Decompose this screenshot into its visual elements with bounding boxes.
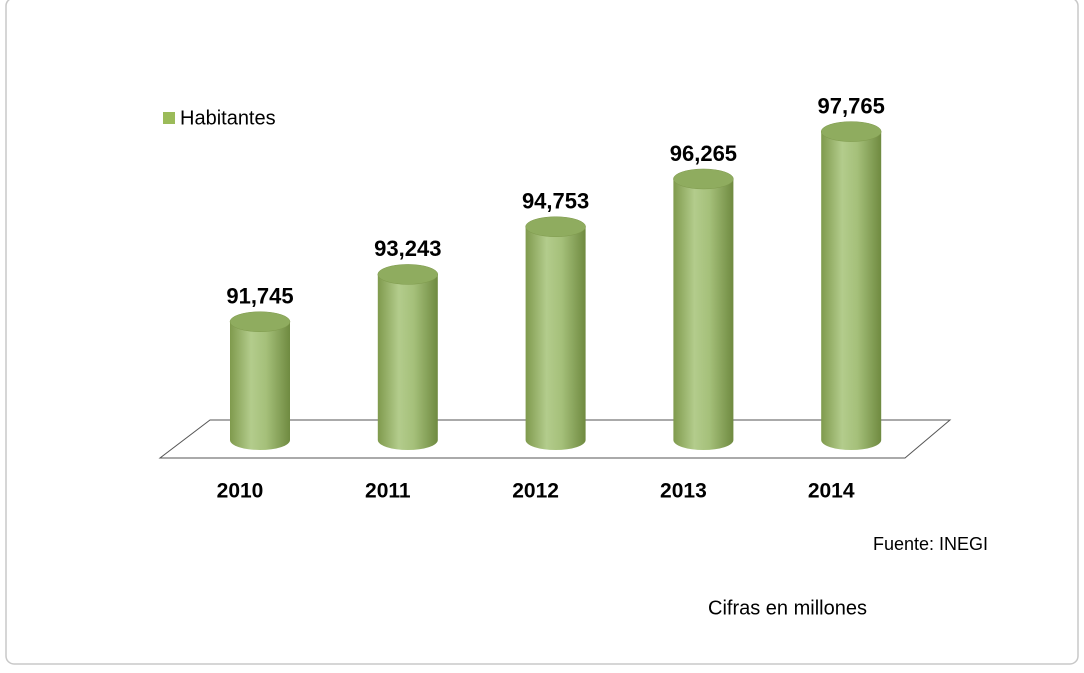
x-tick-label: 2010 xyxy=(217,480,264,503)
value-label: 93,243 xyxy=(374,236,441,261)
value-label: 96,265 xyxy=(670,141,737,166)
bar-top xyxy=(673,168,734,190)
bar-top xyxy=(820,121,882,142)
bar xyxy=(821,131,882,450)
x-tick-label: 2012 xyxy=(512,480,559,503)
value-label: 94,753 xyxy=(522,189,589,214)
bar-top xyxy=(377,264,439,285)
legend-label: Habitantes xyxy=(180,107,276,129)
units-note: Cifras en millones xyxy=(708,597,867,619)
value-label: 97,765 xyxy=(818,93,885,118)
x-tick-label: 2014 xyxy=(808,480,855,503)
bar xyxy=(230,321,290,450)
bar xyxy=(673,178,734,450)
bar-top xyxy=(525,216,586,237)
bar xyxy=(377,274,438,450)
bar xyxy=(525,226,586,450)
source-note: Fuente: INEGI xyxy=(873,534,988,554)
x-tick-label: 2011 xyxy=(365,480,411,503)
legend-swatch xyxy=(163,112,175,124)
bar-top xyxy=(229,311,291,332)
value-label: 91,745 xyxy=(226,284,293,309)
x-tick-label: 2013 xyxy=(660,480,707,503)
